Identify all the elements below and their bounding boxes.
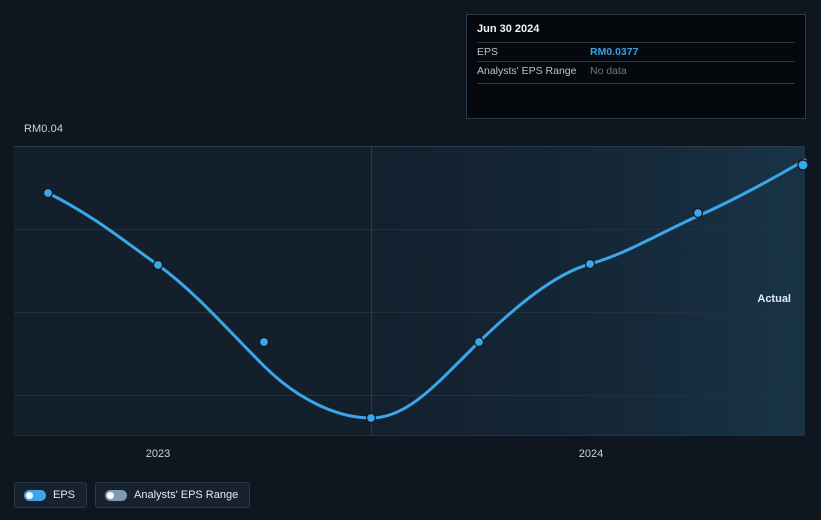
plot-background-past xyxy=(14,146,371,436)
legend-toggle-icon[interactable] xyxy=(24,489,46,501)
tooltip-value-analysts-range: No data xyxy=(590,65,627,77)
tooltip-row-analysts-range: Analysts' EPS Range No data xyxy=(477,61,795,80)
grid-line xyxy=(14,229,805,230)
plot-top-border xyxy=(14,146,805,147)
actual-annotation: Actual xyxy=(757,293,791,305)
tooltip-spacer xyxy=(477,83,795,112)
x-axis-tick-2024: 2024 xyxy=(578,448,604,460)
eps-line-series xyxy=(42,158,809,424)
legend-item-eps[interactable]: EPS xyxy=(14,482,88,508)
y-axis-label-top: RM0.04 xyxy=(24,123,64,135)
period-divider xyxy=(371,146,372,436)
grid-line xyxy=(14,312,805,313)
plot-area: Actual xyxy=(14,146,809,436)
x-axis-tick-2023: 2023 xyxy=(145,448,171,460)
grid-line xyxy=(14,395,805,396)
legend-label-eps: EPS xyxy=(53,489,76,501)
chart-legend: EPS Analysts' EPS Range xyxy=(14,482,251,508)
tooltip-row-eps: EPS RM0.0377 xyxy=(477,42,795,61)
legend-label-analysts-eps-range: Analysts' EPS Range xyxy=(134,489,239,501)
tooltip-title: Jun 30 2024 xyxy=(477,23,540,35)
chart-tooltip: Jun 30 2024 EPS RM0.0377 Analysts' EPS R… xyxy=(466,14,806,119)
tooltip-value-eps: RM0.0377 xyxy=(590,46,639,58)
legend-toggle-icon[interactable] xyxy=(105,489,128,501)
plot-background-forecast xyxy=(371,146,805,436)
legend-item-analysts-eps-range[interactable]: Analysts' EPS Range xyxy=(95,482,251,508)
grid-line xyxy=(14,435,805,436)
tooltip-key-eps: EPS xyxy=(477,46,499,58)
tooltip-key-analysts-range: Analysts' EPS Range xyxy=(477,65,577,77)
